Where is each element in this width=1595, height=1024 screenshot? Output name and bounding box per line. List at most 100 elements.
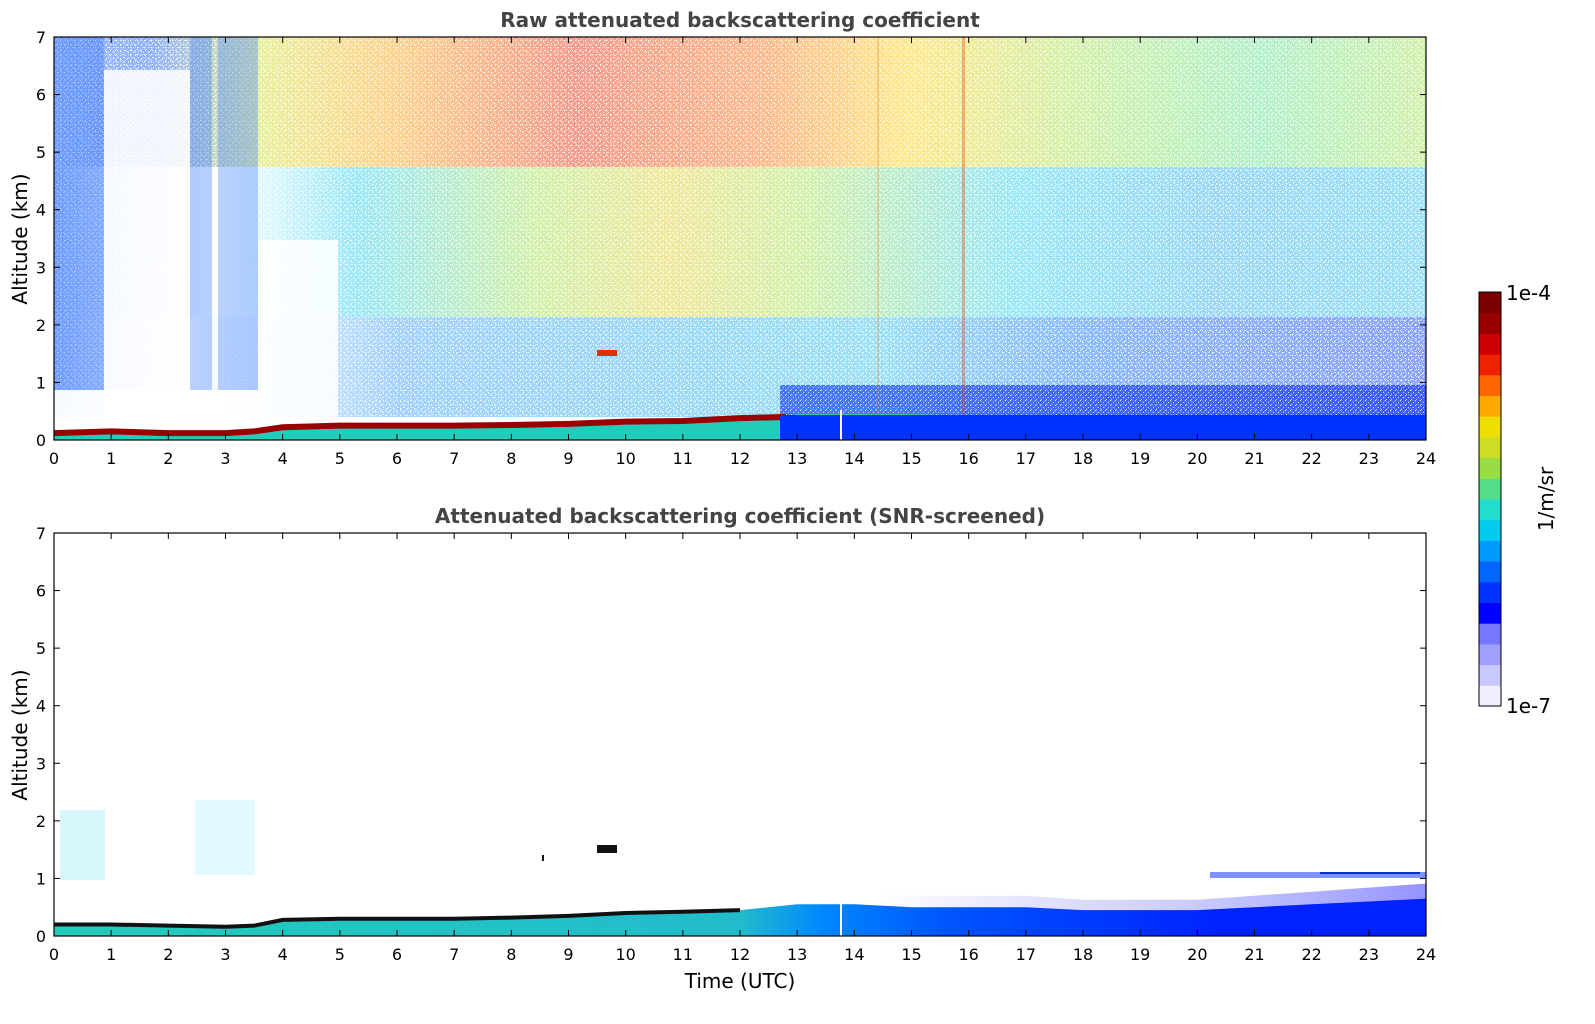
y-tick-label: 4 — [36, 201, 46, 220]
y-tick-label: 6 — [36, 86, 46, 105]
colorbar-cell — [1479, 664, 1501, 686]
x-tick-label: 4 — [278, 449, 288, 468]
x-tick-label: 1 — [106, 449, 116, 468]
y-axis-ticks: 0 1 2 3 4 5 6 7 — [36, 28, 1426, 450]
colorbar-cell — [1479, 478, 1501, 500]
x-tick-label: 7 — [449, 945, 459, 964]
colorbar-frame — [1478, 291, 1502, 707]
surface-blue-layer — [780, 415, 1426, 440]
x-tick-label: 12 — [730, 945, 750, 964]
x-tick-label: 19 — [1130, 945, 1150, 964]
y-tick-label: 3 — [36, 258, 46, 277]
x-tick-label: 10 — [615, 449, 635, 468]
x-axis-ticks: 0 1 2 3 4 5 6 7 8 9 10 11 12 13 14 15 16 17 18 19 20 21 22 23 24 — [49, 533, 1436, 964]
colorbar-cell — [1479, 623, 1501, 645]
y-tick-label: 7 — [36, 524, 46, 543]
colorbar-cell — [1479, 499, 1501, 521]
x-axis-label: Time (UTC) — [684, 969, 796, 993]
x-tick-label: 16 — [958, 449, 978, 468]
x-tick-label: 18 — [1073, 449, 1093, 468]
x-tick-label: 6 — [392, 449, 402, 468]
x-tick-label: 23 — [1359, 449, 1379, 468]
raw-heatmap — [54, 37, 1426, 440]
x-tick-label: 20 — [1187, 449, 1207, 468]
colorbar-min-label: 1e-7 — [1506, 694, 1551, 718]
x-tick-label: 0 — [49, 945, 59, 964]
x-tick-label: 11 — [673, 449, 693, 468]
colorbar-scale — [1479, 292, 1501, 707]
x-tick-label: 2 — [163, 449, 173, 468]
colorbar-cell — [1479, 457, 1501, 479]
x-tick-label: 20 — [1187, 945, 1207, 964]
data-gap-streak — [840, 900, 842, 936]
colorbar-cell — [1479, 581, 1501, 603]
colorbar-cell — [1479, 602, 1501, 624]
raw-backscatter-panel: Raw attenuated backscattering coefficien… — [8, 8, 1436, 468]
chart-title: Attenuated backscattering coefficient (S… — [435, 504, 1045, 528]
x-tick-label: 17 — [1016, 449, 1036, 468]
x-tick-label: 17 — [1016, 945, 1036, 964]
x-tick-label: 15 — [901, 945, 921, 964]
y-tick-label: 5 — [36, 143, 46, 162]
colorbar-cell — [1479, 333, 1501, 355]
chart-title: Raw attenuated backscattering coefficien… — [500, 8, 980, 32]
x-tick-label: 9 — [563, 945, 573, 964]
x-tick-label: 6 — [392, 945, 402, 964]
y-tick-label: 1 — [36, 373, 46, 392]
x-tick-label: 23 — [1359, 945, 1379, 964]
boundary-layer-top-line — [53, 414, 786, 437]
x-tick-label: 22 — [1301, 945, 1321, 964]
colorbar-cell — [1479, 374, 1501, 396]
x-tick-label: 16 — [958, 945, 978, 964]
colorbar-cell — [1479, 436, 1501, 459]
x-tick-label: 5 — [335, 945, 345, 964]
x-tick-label: 12 — [730, 449, 750, 468]
aerosol-layer-top-line — [54, 908, 741, 929]
x-tick-label: 14 — [844, 449, 864, 468]
x-tick-label: 2 — [163, 945, 173, 964]
x-axis-ticks: 0 1 2 3 4 5 6 7 8 9 10 11 12 13 14 15 16 17 18 19 20 21 22 23 24 — [49, 37, 1436, 468]
colorbar-cell — [1479, 312, 1501, 334]
colorbar-cell — [1479, 519, 1501, 541]
colorbar-cell — [1479, 643, 1501, 666]
colorbar-cell — [1479, 540, 1501, 562]
y-axis-label: Altitude (km) — [8, 173, 32, 304]
x-tick-label: 14 — [844, 945, 864, 964]
x-tick-label: 4 — [278, 945, 288, 964]
x-tick-label: 24 — [1416, 945, 1436, 964]
y-axis-ticks: 0 1 2 3 4 5 6 7 — [36, 524, 1426, 946]
x-tick-label: 15 — [901, 449, 921, 468]
y-tick-label: 3 — [36, 754, 46, 773]
colorbar-cell — [1479, 354, 1501, 376]
colorbar-cell — [1479, 685, 1501, 707]
y-axis-label: Altitude (km) — [8, 669, 32, 800]
data-gap-streak — [840, 410, 842, 440]
x-tick-label: 21 — [1244, 945, 1264, 964]
x-tick-label: 5 — [335, 449, 345, 468]
x-tick-label: 11 — [673, 945, 693, 964]
colorbar-cell — [1479, 395, 1501, 417]
aerosol-layer-fill — [54, 898, 1426, 936]
colorbar-cell — [1479, 292, 1501, 314]
x-tick-label: 19 — [1130, 449, 1150, 468]
colorbar: 1e-4 1e-7 1/m/sr — [1478, 281, 1558, 718]
x-tick-label: 24 — [1416, 449, 1436, 468]
y-tick-label: 2 — [36, 812, 46, 831]
x-tick-label: 8 — [506, 449, 516, 468]
y-tick-label: 6 — [36, 582, 46, 601]
x-tick-label: 1 — [106, 945, 116, 964]
colorbar-cell — [1479, 561, 1501, 583]
y-tick-label: 2 — [36, 316, 46, 335]
y-tick-label: 1 — [36, 869, 46, 888]
y-tick-label: 5 — [36, 639, 46, 658]
x-tick-label: 9 — [563, 449, 573, 468]
x-tick-label: 13 — [787, 449, 807, 468]
y-tick-label: 4 — [36, 697, 46, 716]
x-tick-label: 3 — [220, 449, 230, 468]
screened-heatmap — [54, 533, 1426, 936]
x-tick-label: 3 — [220, 945, 230, 964]
colorbar-max-label: 1e-4 — [1506, 281, 1551, 305]
y-tick-label: 0 — [36, 927, 46, 946]
